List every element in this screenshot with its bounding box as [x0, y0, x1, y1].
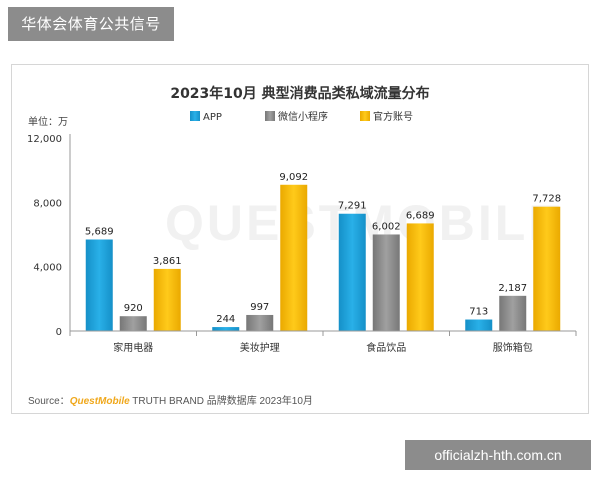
bar	[119, 316, 147, 331]
bar	[280, 184, 308, 331]
bar	[246, 314, 274, 331]
x-tick-label: 食品饮品	[366, 341, 406, 354]
bar-value-label: 2,187	[498, 283, 527, 294]
unit-label: 单位：万	[28, 115, 68, 128]
bar-value-label: 6,002	[372, 221, 401, 232]
bar-value-label: 3,861	[153, 256, 182, 267]
legend-label-1: 微信小程序	[278, 110, 328, 123]
x-tick-label: 家用电器	[113, 341, 153, 354]
bar	[212, 327, 240, 331]
bar	[465, 319, 493, 331]
bar	[372, 234, 400, 331]
bar	[499, 295, 527, 331]
x-tick-label: 美妆护理	[240, 341, 280, 354]
x-axis: 家用电器 美妆护理 食品饮品 服饰箱包	[69, 330, 577, 354]
bar-value-label: 713	[469, 307, 488, 318]
legend-swatch-0	[190, 111, 200, 121]
source-brand: QuestMobile	[69, 396, 130, 407]
bar-value-label: 6,689	[406, 210, 435, 221]
y-tick-label: 0	[56, 327, 62, 338]
chart-title: 2023年10月 典型消费品类私域流量分布	[170, 85, 429, 102]
bar	[406, 223, 434, 331]
watermark-url-badge: officialzh-hth.com.cn	[405, 440, 591, 470]
legend-label-0: APP	[203, 112, 222, 123]
x-tick-label: 服饰箱包	[493, 341, 533, 354]
bar-value-label: 244	[216, 314, 235, 325]
bar-value-label: 7,291	[338, 201, 367, 212]
source-rest: TRUTH BRAND 品牌数据库 2023年10月	[129, 396, 313, 407]
bar	[338, 213, 366, 331]
bar-value-label: 997	[250, 302, 269, 313]
y-tick-label: 4,000	[33, 263, 62, 274]
bar-value-label: 920	[124, 303, 143, 314]
bar-value-label: 9,092	[279, 172, 308, 183]
bar	[153, 268, 181, 331]
bars: 5,689 920 3,861 244 997 9,092 7,291 6,002 6,689 7…	[85, 172, 561, 331]
y-tick-label: 12,000	[27, 134, 62, 145]
legend: APP 微信小程序 官方账号	[190, 110, 413, 123]
bar-value-label: 5,689	[85, 227, 114, 238]
y-tick-label: 8,000	[33, 198, 62, 209]
source-label: Source：	[28, 396, 70, 407]
bar	[85, 239, 113, 331]
legend-label-2: 官方账号	[373, 110, 413, 123]
account-name-badge: 华体会体育公共信号	[8, 7, 174, 41]
legend-swatch-1	[265, 111, 275, 121]
bar	[533, 206, 561, 331]
source-note: Source：QuestMobile TRUTH BRAND 品牌数据库 202…	[28, 392, 313, 407]
y-axis: 0 4,000 8,000 12,000	[27, 134, 71, 338]
legend-swatch-2	[360, 111, 370, 121]
bar-value-label: 7,728	[532, 194, 561, 205]
